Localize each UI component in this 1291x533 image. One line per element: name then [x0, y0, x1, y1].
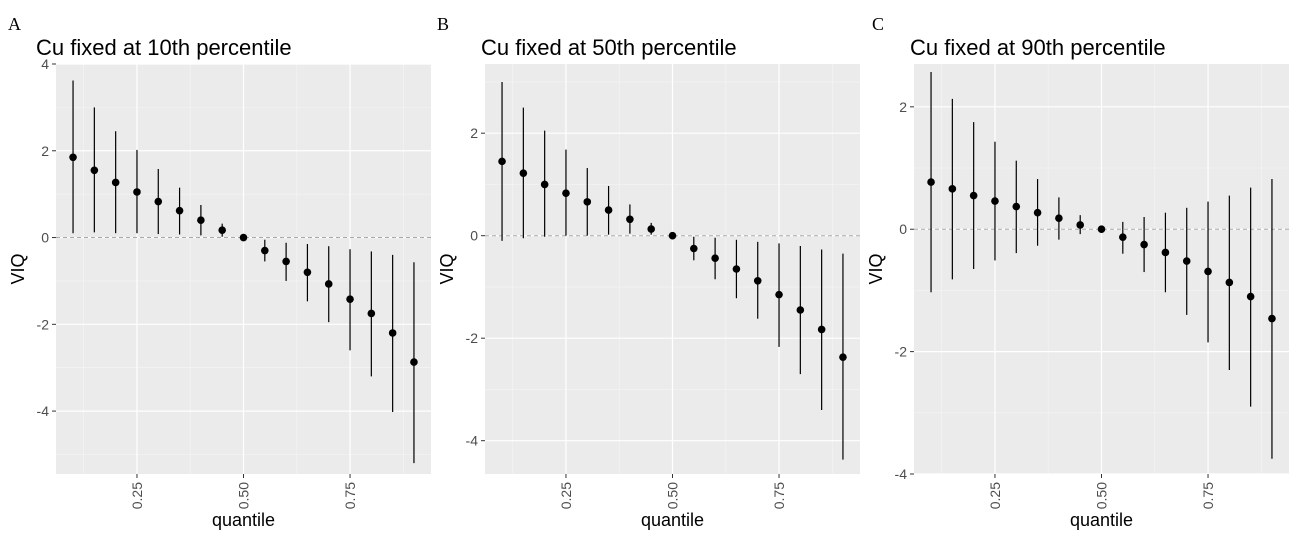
panel-a: 0.25 0.50 0.75 -4 -2 0 2 4 A Cu fixed at 10th per…: [8, 14, 431, 530]
data-point: [753, 276, 762, 285]
data-point: [668, 231, 677, 240]
data-point: [1161, 248, 1170, 257]
data-point: [604, 206, 613, 214]
y-tick-label: 2: [899, 99, 907, 115]
chart-title: Cu fixed at 50th percentile: [481, 35, 737, 60]
x-tick-label: 0.50: [1094, 482, 1110, 509]
y-tick-label: 2: [41, 143, 49, 159]
y-tick-label: 0: [899, 221, 907, 237]
x-tick-label: 0.75: [1200, 482, 1216, 509]
data-point: [583, 198, 592, 206]
chart-title: Cu fixed at 10th percentile: [36, 35, 292, 60]
y-tick-label: -2: [895, 344, 908, 360]
data-point: [690, 244, 698, 253]
y-tick-label: -4: [37, 403, 50, 419]
data-point: [626, 215, 634, 224]
data-point: [197, 216, 205, 224]
x-axis-label: quantile: [641, 510, 704, 530]
x-tick-label: 0.25: [129, 482, 145, 509]
data-point: [239, 233, 248, 242]
panel-tag: B: [437, 14, 449, 34]
y-axis-label: VIQ: [437, 253, 457, 284]
data-point: [519, 169, 528, 177]
data-point: [1140, 240, 1148, 249]
data-point: [817, 325, 826, 334]
x-tick-label: 0.75: [342, 482, 358, 509]
y-axis-label: VIQ: [866, 253, 886, 284]
x-tick-label: 0.25: [558, 482, 574, 509]
data-point: [69, 153, 77, 162]
data-point: [1033, 208, 1042, 217]
x-tick-label: 0.50: [665, 482, 681, 509]
data-point: [1182, 257, 1191, 265]
x-axis-label: quantile: [1070, 510, 1133, 530]
data-point: [261, 246, 269, 255]
y-tick-label: 0: [470, 228, 478, 244]
x-tick-label: 0.75: [771, 482, 787, 509]
data-point: [1225, 278, 1234, 287]
y-tick-label: 2: [470, 125, 478, 141]
y-tick-label: 4: [41, 56, 49, 72]
x-tick-label: 0.25: [987, 482, 1003, 509]
plot-area: [914, 64, 1289, 474]
data-point: [324, 280, 333, 288]
plot-area: [56, 64, 431, 474]
data-point: [969, 191, 978, 200]
data-point: [133, 188, 141, 196]
data-point: [1097, 225, 1106, 234]
panel-tag: A: [8, 14, 21, 34]
y-tick-label: -4: [895, 466, 908, 482]
data-point: [796, 306, 805, 314]
data-point: [839, 353, 847, 361]
data-point: [562, 189, 570, 197]
data-point: [1055, 214, 1063, 223]
data-point: [218, 226, 226, 234]
data-point: [303, 268, 312, 277]
panel-tag: C: [872, 14, 884, 34]
data-point: [711, 254, 719, 263]
data-point: [1246, 292, 1255, 301]
data-point: [540, 180, 549, 189]
data-point: [948, 185, 957, 193]
plot-area: [485, 64, 860, 474]
data-point: [927, 178, 935, 186]
y-axis-label: VIQ: [8, 253, 28, 284]
data-point: [647, 225, 655, 233]
y-tick-label: -2: [37, 316, 50, 332]
data-point: [1076, 221, 1084, 229]
data-point: [388, 329, 397, 337]
data-point: [1204, 267, 1212, 276]
y-tick-label: -2: [466, 330, 479, 346]
data-point: [732, 265, 741, 273]
panel-b: 0.25 0.50 0.75 -4 -2 0 2 B Cu fixed at 50th perc…: [437, 14, 860, 530]
data-point: [991, 197, 999, 205]
data-point: [175, 206, 184, 215]
data-point: [1012, 202, 1021, 211]
chart-title: Cu fixed at 90th percentile: [910, 35, 1166, 60]
panel-c: 0.25 0.50 0.75 -4 -2 0 2 C Cu fixed at 90th perc…: [866, 14, 1289, 530]
data-point: [154, 197, 163, 206]
data-point: [775, 290, 783, 299]
data-point: [410, 358, 418, 366]
data-point: [1119, 233, 1127, 241]
y-tick-label: 0: [41, 230, 49, 246]
data-point: [1268, 314, 1276, 323]
data-point: [346, 295, 354, 303]
data-point: [111, 178, 120, 187]
data-point: [367, 309, 376, 318]
data-point: [90, 166, 99, 175]
x-axis-label: quantile: [212, 510, 275, 530]
y-tick-label: -4: [466, 433, 479, 449]
data-point: [498, 157, 506, 166]
x-tick-label: 0.50: [236, 482, 252, 509]
data-point: [282, 257, 290, 266]
